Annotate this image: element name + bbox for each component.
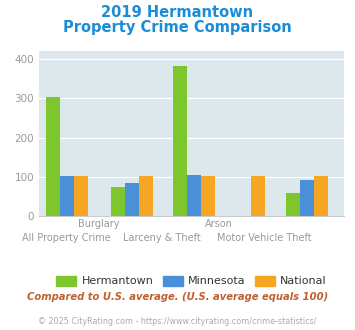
Bar <box>201 176 215 216</box>
Legend: Hermantown, Minnesota, National: Hermantown, Minnesota, National <box>52 271 332 291</box>
Bar <box>73 176 88 216</box>
Text: © 2025 CityRating.com - https://www.cityrating.com/crime-statistics/: © 2025 CityRating.com - https://www.city… <box>38 317 317 326</box>
Text: Compared to U.S. average. (U.S. average equals 100): Compared to U.S. average. (U.S. average … <box>27 292 328 302</box>
Bar <box>139 176 153 216</box>
Text: Motor Vehicle Theft: Motor Vehicle Theft <box>217 233 312 243</box>
Text: Larceny & Theft: Larceny & Theft <box>123 233 201 243</box>
Bar <box>125 183 139 216</box>
Text: Burglary: Burglary <box>78 219 120 229</box>
Bar <box>111 187 125 216</box>
Bar <box>45 97 60 216</box>
Bar <box>286 193 300 216</box>
Bar <box>314 176 328 216</box>
Bar <box>300 180 314 216</box>
Bar <box>60 176 73 216</box>
Text: Property Crime Comparison: Property Crime Comparison <box>63 20 292 35</box>
Text: All Property Crime: All Property Crime <box>22 233 111 243</box>
Text: 2019 Hermantown: 2019 Hermantown <box>102 5 253 20</box>
Bar <box>173 66 187 216</box>
Bar <box>251 176 265 216</box>
Bar <box>187 175 201 216</box>
Text: Arson: Arson <box>205 219 233 229</box>
